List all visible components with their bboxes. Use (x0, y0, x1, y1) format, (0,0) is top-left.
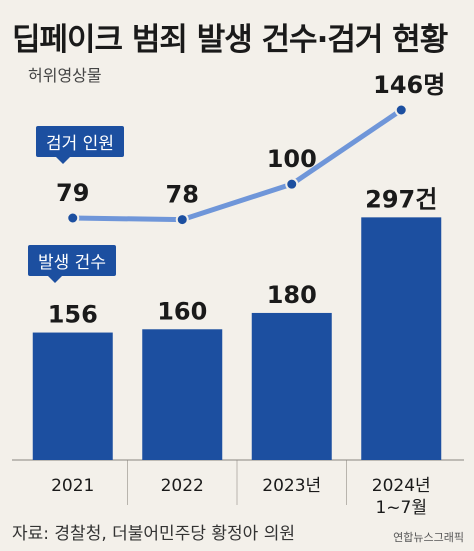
arrests-line (72, 107, 403, 223)
bar-3 (361, 217, 442, 460)
x-tick-label-2: 2023년 (262, 476, 321, 496)
x-tick-label-1: 2022 (161, 476, 204, 496)
bar-0 (32, 332, 113, 460)
bar-value-label-0: 156 (48, 301, 98, 329)
arrests-value-label-2: 100 (267, 145, 317, 173)
arrests-value-label-0: 79 (56, 179, 89, 207)
arrests-point-0 (66, 211, 80, 225)
cases-legend-badge: 발생 건수 (28, 245, 116, 283)
chart-subtitle: 허위영상물 (28, 66, 102, 85)
chart-canvas: 156 2021 160 2022 180 2023년 297건 2024년 1~7월 79 78 1… (12, 71, 464, 515)
bar-value-label-2: 180 (267, 281, 317, 309)
chart-title: 딥페이크 범죄 발생 건수·검거 현황 (12, 22, 448, 58)
arrests-value-label-1: 78 (166, 181, 199, 209)
arrests-point-3 (394, 103, 408, 117)
arrests-point-1 (175, 213, 189, 227)
bar-value-label-3: 297건 (365, 185, 437, 213)
arrests-point-2 (285, 177, 299, 191)
bar-2 (251, 312, 332, 460)
bar-value-label-1: 160 (157, 297, 207, 325)
arrests-value-label-3: 146명 (373, 71, 445, 99)
x-tick-label-3-1: 1~7월 (375, 498, 427, 515)
credit-label: 연합뉴스그래픽 (393, 531, 464, 544)
x-tick-label-3: 2024년 (372, 476, 431, 496)
arrests-legend-badge: 검거 인원 (36, 126, 124, 164)
bar-1 (142, 329, 223, 460)
x-tick-label-0: 2021 (51, 476, 94, 496)
source-note: 자료: 경찰청, 더불어민주당 황정아 의원 (12, 524, 295, 544)
